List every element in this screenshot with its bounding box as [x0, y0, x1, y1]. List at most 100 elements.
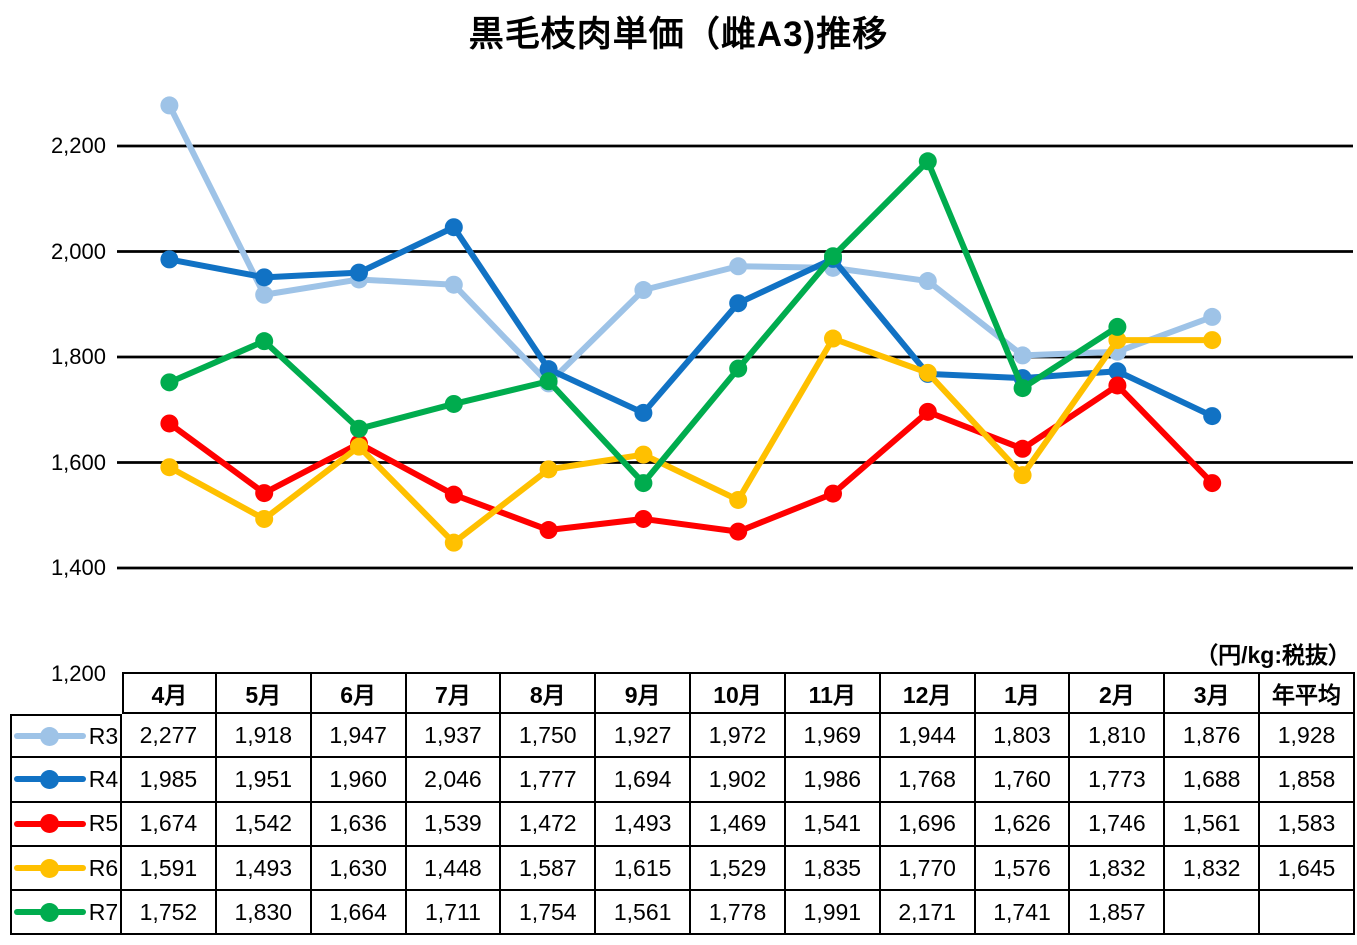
value-R4-col5: 1,777: [501, 758, 597, 803]
series-R7-marker: [539, 372, 558, 391]
series-R7-marker: [918, 152, 937, 171]
series-R6-marker: [160, 458, 179, 477]
series-R5-marker: [918, 402, 937, 421]
series-R3-marker: [1203, 307, 1222, 326]
col-header-8: 11月: [785, 672, 881, 714]
series-R6-marker: [1203, 331, 1222, 350]
value-R6-col9: 1,770: [880, 846, 976, 892]
value-R7-col10: 1,741: [975, 891, 1071, 936]
series-R7-marker: [729, 359, 748, 378]
table-corner-blank: [10, 672, 122, 714]
y-tick-label-1600: 1,600: [50, 449, 106, 475]
series-label-R3: R3: [88, 722, 119, 749]
value-R5-col6: 1,493: [596, 802, 692, 847]
series-R3-marker: [918, 272, 937, 291]
value-R5-col11: 1,746: [1070, 802, 1166, 847]
series-R5-marker: [1013, 439, 1032, 458]
series-label-R5: R5: [88, 810, 119, 837]
series-R7-marker: [1108, 317, 1127, 336]
legend-key-icon-R3: [13, 726, 86, 746]
legend-cell-R6: R6: [10, 846, 122, 892]
series-R6-marker: [1108, 331, 1127, 350]
value-R6-col7: 1,529: [691, 846, 786, 892]
col-header-6: 9月: [596, 672, 692, 714]
value-R3-col4: 1,937: [406, 714, 502, 759]
series-R5-marker: [444, 485, 463, 504]
series-R3-marker: [160, 96, 179, 115]
value-R7-col13: [1260, 891, 1355, 936]
series-R4-marker: [160, 250, 179, 269]
legend-key-icon-R4: [13, 769, 86, 789]
value-R6-col8: 1,835: [785, 846, 881, 892]
value-R4-col13: 1,858: [1260, 758, 1355, 803]
value-R5-col3: 1,636: [311, 802, 407, 847]
series-R4-line: [166, 224, 1216, 420]
value-R4-col8: 1,986: [785, 758, 881, 803]
series-label-R4: R4: [88, 765, 119, 792]
value-R4-col6: 1,694: [596, 758, 692, 803]
value-R7-col4: 1,711: [406, 891, 502, 936]
col-header-10: 1月: [975, 672, 1071, 714]
value-R7-col8: 1,991: [785, 891, 881, 936]
series-R5-marker: [255, 484, 274, 503]
value-R5-col13: 1,583: [1260, 802, 1355, 847]
series-R3-marker: [444, 275, 463, 294]
y-tick-label-2000: 2,000: [50, 238, 106, 264]
value-R4-col7: 1,902: [691, 758, 786, 803]
series-R6-marker: [444, 533, 463, 552]
col-header-4: 7月: [406, 672, 502, 714]
series-R7-marker: [160, 373, 179, 392]
col-header-3: 6月: [311, 672, 407, 714]
value-R3-col2: 1,918: [216, 714, 312, 759]
series-R7-marker: [255, 332, 274, 351]
value-R4-col2: 1,951: [216, 758, 312, 803]
series-R6-marker: [634, 445, 653, 464]
value-R7-col11: 1,857: [1070, 891, 1166, 936]
value-R6-col3: 1,630: [311, 846, 407, 892]
series-R5-marker: [539, 521, 558, 540]
series-R4-marker: [1203, 407, 1222, 426]
value-R6-col13: 1,645: [1260, 846, 1355, 892]
series-R4-marker: [350, 263, 368, 282]
col-header-9: 12月: [880, 672, 976, 714]
value-R7-col1: 1,752: [122, 891, 217, 936]
series-R5-marker: [1203, 474, 1222, 493]
legend-key-icon-R6: [13, 858, 86, 878]
value-R6-col2: 1,493: [216, 846, 312, 892]
value-R3-col10: 1,803: [975, 714, 1071, 759]
legend-cell-R3: R3: [10, 714, 122, 759]
value-R3-col7: 1,972: [691, 714, 786, 759]
series-R5-marker: [160, 414, 179, 433]
series-R7-marker: [824, 247, 842, 266]
series-R4-marker: [634, 403, 653, 422]
legend-cell-R7: R7: [10, 891, 122, 936]
col-header-1: 4月: [122, 672, 217, 714]
chart-title: 黒毛枝肉単価（雌A3)推移: [468, 15, 889, 54]
value-R5-col2: 1,542: [216, 802, 312, 847]
value-R7-col9: 2,171: [880, 891, 976, 936]
value-R3-col8: 1,969: [785, 714, 881, 759]
series-R5-line: [166, 382, 1216, 535]
value-R5-col4: 1,539: [406, 802, 502, 847]
value-R5-col7: 1,469: [691, 802, 786, 847]
series-R5-marker: [1108, 376, 1127, 395]
value-R4-col4: 2,046: [406, 758, 502, 803]
value-R4-col1: 1,985: [122, 758, 217, 803]
series-R6-marker: [729, 490, 748, 509]
series-R5-marker: [824, 484, 842, 503]
series-R4-marker: [444, 218, 463, 237]
series-R4-marker: [1108, 362, 1127, 381]
y-tick-label-1400: 1,400: [50, 555, 106, 580]
series-R5-marker: [729, 522, 748, 541]
series-label-R7: R7: [88, 898, 119, 925]
value-R3-col3: 1,947: [311, 714, 407, 759]
series-R6-line: [166, 335, 1216, 546]
series-R3-marker: [634, 281, 653, 300]
y-tick-label-2200: 2,200: [50, 133, 106, 158]
series-R6-marker: [255, 509, 274, 528]
value-R5-col5: 1,472: [501, 802, 597, 847]
unit-note: （円/kg:税抜）: [1195, 642, 1351, 668]
col-header-12: 3月: [1165, 672, 1261, 714]
col-header-2: 5月: [216, 672, 312, 714]
